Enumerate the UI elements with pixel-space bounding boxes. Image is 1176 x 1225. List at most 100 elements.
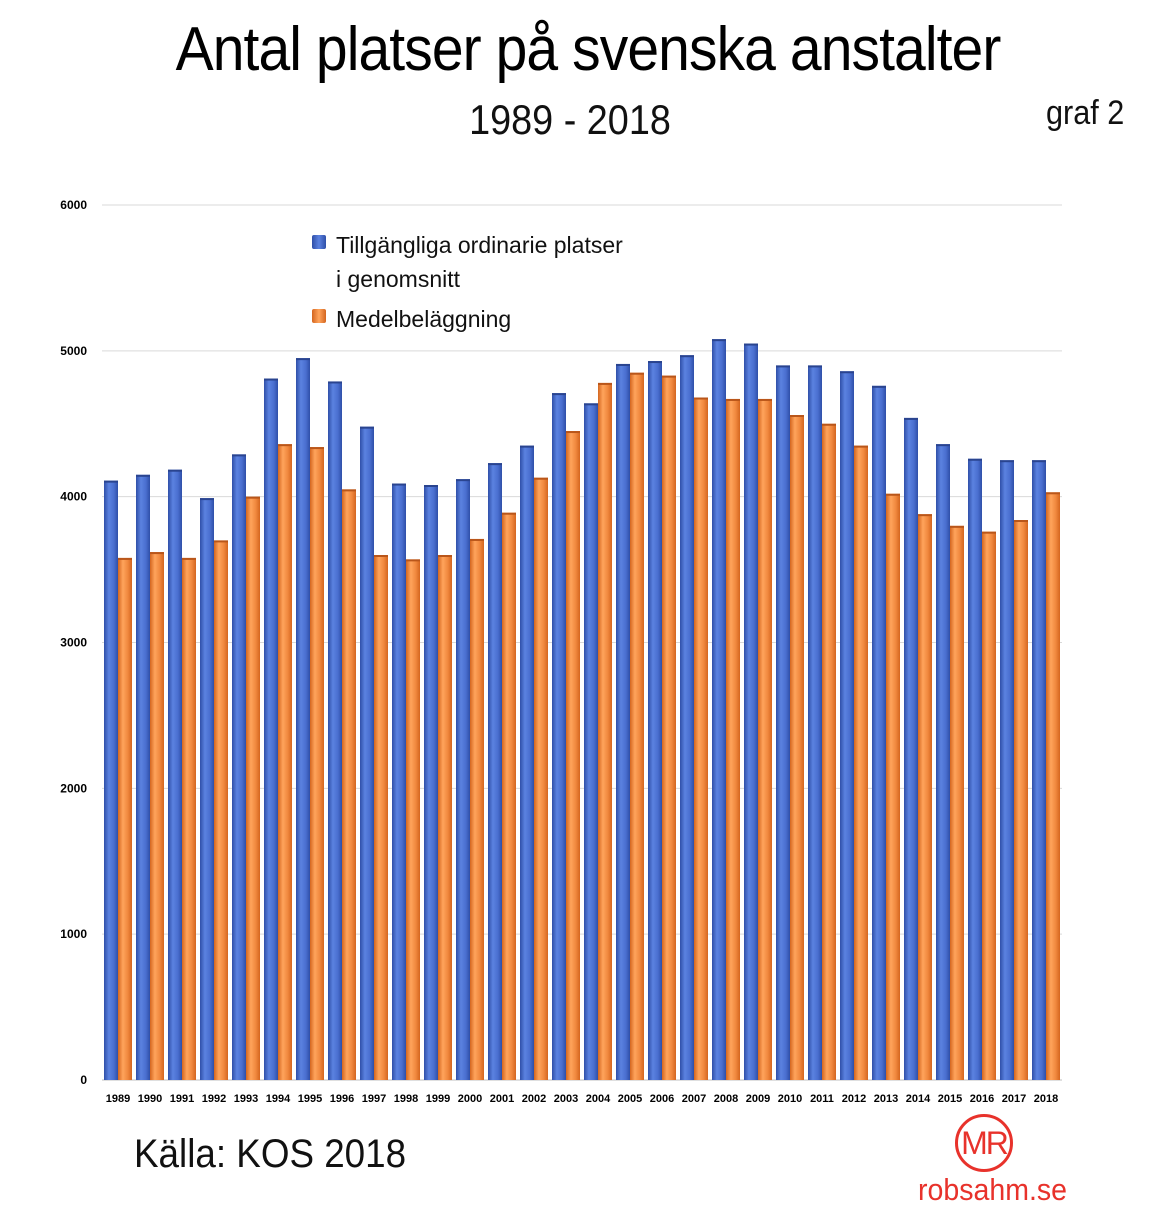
x-tick-label: 2008: [714, 1093, 738, 1105]
bar-available-1999: [424, 485, 438, 1080]
bar-occupancy-1992: [214, 540, 228, 1080]
bar-occupancy-top-1992: [214, 540, 228, 543]
x-tick-label: 2012: [842, 1093, 866, 1105]
legend-item-average-occupancy: Medelbeläggning: [312, 302, 626, 336]
x-tick-label: 1994: [266, 1093, 291, 1105]
bar-occupancy-top-2015: [950, 525, 964, 528]
x-tick-label: 1993: [234, 1093, 258, 1105]
bar-occupancy-top-2016: [982, 531, 996, 534]
bar-occupancy-top-2013: [886, 493, 900, 496]
bar-available-2017: [1000, 460, 1014, 1080]
bar-available-top-2000: [456, 479, 470, 482]
chart-subtitle: 1989 - 2018: [469, 96, 671, 143]
x-tick-label: 1991: [170, 1093, 194, 1105]
bar-available-1998: [392, 483, 406, 1081]
gridlines: [102, 204, 1062, 1081]
bar-occupancy-2002: [534, 477, 548, 1080]
bar-available-1994: [264, 378, 278, 1081]
bar-available-2006: [648, 361, 662, 1081]
bar-occupancy-1993: [246, 496, 260, 1081]
bar-occupancy-2018: [1046, 492, 1060, 1081]
x-tick-label: 2003: [554, 1093, 578, 1105]
x-tick-label: 2005: [618, 1093, 642, 1105]
bar-available-2012: [840, 371, 854, 1080]
site-name: robsahm.se: [918, 1172, 1068, 1207]
x-tick-label: 2001: [490, 1093, 514, 1105]
bar-occupancy-2012: [854, 445, 868, 1080]
y-tick-label: 4000: [60, 490, 87, 504]
bar-occupancy-top-2018: [1046, 492, 1060, 495]
bar-available-top-2017: [1000, 460, 1014, 463]
x-tick-label: 2006: [650, 1093, 674, 1105]
bar-available-top-2010: [776, 365, 790, 368]
bar-available-2005: [616, 363, 630, 1080]
bar-available-1991: [168, 469, 182, 1080]
bar-occupancy-top-2001: [502, 512, 516, 515]
bar-occupancy-top-2003: [566, 431, 580, 434]
bar-occupancy-1991: [182, 557, 196, 1080]
bar-available-2000: [456, 479, 470, 1081]
bar-occupancy-2000: [470, 538, 484, 1080]
bar-occupancy-1997: [374, 555, 388, 1080]
bar-occupancy-top-2005: [630, 372, 644, 375]
bar-available-2013: [872, 385, 886, 1080]
bar-occupancy-1994: [278, 444, 292, 1081]
bar-available-top-2014: [904, 417, 918, 420]
bar-occupancy-2010: [790, 415, 804, 1080]
bar-occupancy-top-2006: [662, 375, 676, 378]
bar-available-2008: [712, 339, 726, 1081]
bar-available-top-1995: [296, 358, 310, 361]
bar-available-top-2006: [648, 361, 662, 364]
bar-occupancy-top-1991: [182, 557, 196, 560]
bar-occupancy-top-2010: [790, 415, 804, 417]
bar-occupancy-2009: [758, 398, 772, 1080]
bar-occupancy-2004: [598, 382, 612, 1081]
x-tick-label: 2007: [682, 1093, 706, 1105]
x-tick-label: 2000: [458, 1093, 482, 1105]
bar-available-2014: [904, 417, 918, 1081]
y-axis-ticks: 0 1000 2000 3000 4000 5000 6000: [60, 198, 87, 1087]
x-tick-label: 2011: [810, 1093, 834, 1105]
bar-occupancy-2006: [662, 375, 676, 1080]
x-tick-label: 1997: [362, 1093, 386, 1105]
bar-available-top-1993: [232, 454, 246, 457]
x-tick-label: 1998: [394, 1093, 418, 1105]
source-label: Källa: KOS 2018: [134, 1132, 407, 1176]
bar-available-top-1992: [200, 498, 214, 501]
bar-available-1996: [328, 381, 342, 1080]
bar-occupancy-top-1996: [342, 489, 356, 492]
chart-title: Antal platser på svenska anstalter: [175, 15, 1002, 84]
bar-occupancy-top-1997: [374, 555, 388, 557]
bar-occupancy-top-2009: [758, 398, 772, 401]
bar-available-2001: [488, 463, 502, 1080]
bar-occupancy-2011: [822, 423, 836, 1080]
bar-available-1997: [360, 426, 374, 1081]
bar-occupancy-top-2007: [694, 397, 708, 400]
bar-occupancy-2014: [918, 514, 932, 1080]
legend: Tillgängliga ordinarie platser i genomsn…: [312, 228, 626, 336]
x-tick-label: 1989: [106, 1093, 130, 1105]
legend-label-average-occupancy: Medelbeläggning: [336, 306, 512, 332]
legend-item-available-places: Tillgängliga ordinarie platser i genomsn…: [312, 228, 626, 296]
bar-available-2010: [776, 365, 790, 1081]
bar-occupancy-2015: [950, 525, 964, 1080]
bar-occupancy-2005: [630, 372, 644, 1080]
x-tick-label: 2010: [778, 1093, 802, 1105]
bar-occupancy-top-2000: [470, 538, 484, 541]
bar-occupancy-top-2002: [534, 477, 548, 480]
mr-logo: MR: [955, 1114, 1013, 1172]
bar-occupancy-1995: [310, 447, 324, 1080]
bar-occupancy-1996: [342, 489, 356, 1080]
bar-occupancy-2013: [886, 493, 900, 1080]
x-tick-label: 2013: [874, 1093, 898, 1105]
bar-available-top-2016: [968, 458, 982, 461]
bar-occupancy-top-1999: [438, 555, 452, 557]
bar-occupancy-top-1989: [118, 557, 132, 560]
bar-occupancy-top-1990: [150, 552, 164, 555]
legend-swatch-blue: [312, 235, 326, 249]
bar-available-top-2008: [712, 339, 726, 342]
bar-available-top-1997: [360, 426, 374, 429]
bar-occupancy-top-2012: [854, 445, 868, 448]
bar-occupancy-1999: [438, 555, 452, 1080]
bar-available-2009: [744, 343, 758, 1081]
